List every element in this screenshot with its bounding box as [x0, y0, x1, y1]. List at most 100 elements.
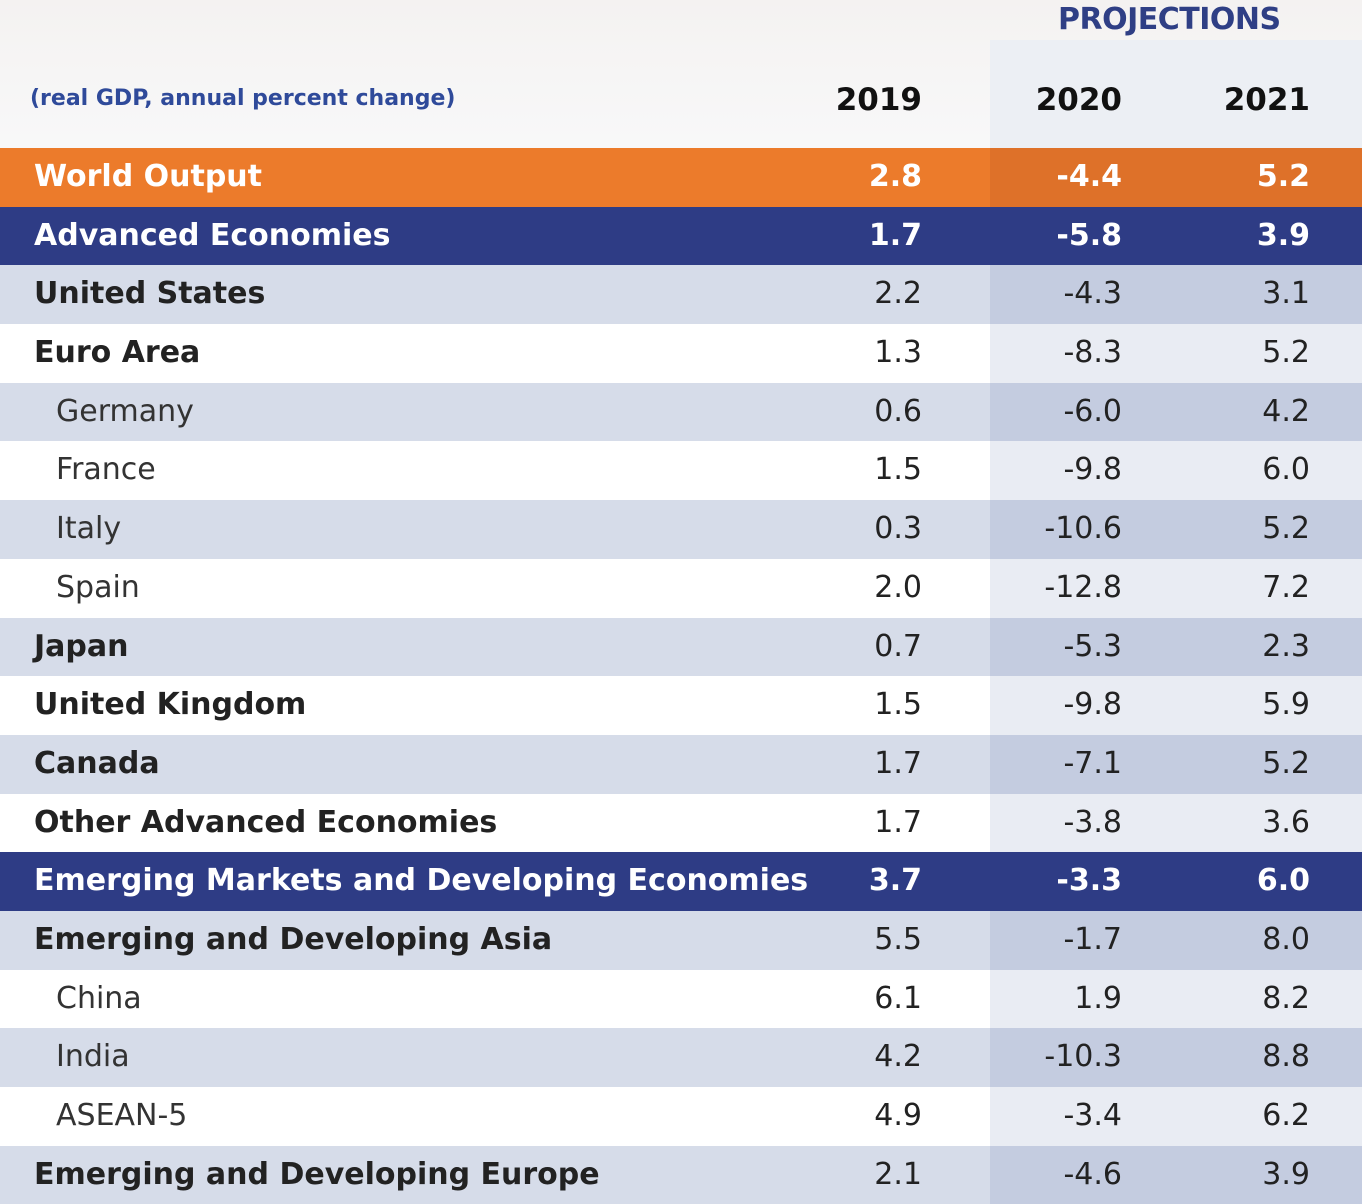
cell-value-2019: 1.7 — [874, 745, 922, 781]
projection-shade — [990, 1145, 1362, 1204]
cell-value-2021: 8.2 — [1262, 980, 1310, 1016]
cell-value-2019: 1.5 — [874, 452, 922, 488]
table-row: United Kingdom 1.5 -9.8 5.9 — [0, 676, 1362, 735]
cell-value-2019: 6.1 — [874, 980, 922, 1016]
row-label: Emerging and Developing Asia — [34, 921, 553, 957]
projection-shade — [990, 734, 1362, 794]
cell-value-2021: 5.2 — [1262, 745, 1310, 781]
cell-value-2021: 8.0 — [1262, 921, 1310, 957]
cell-value-2020: -7.1 — [1063, 745, 1122, 781]
cell-value-2020: -5.8 — [1056, 217, 1122, 253]
table-row: Emerging and Developing Asia 5.5 -1.7 8.0 — [0, 910, 1362, 970]
cell-value-2020: -5.3 — [1063, 628, 1122, 664]
cell-value-2019: 2.8 — [868, 159, 922, 194]
cell-value-2019: 1.7 — [868, 217, 922, 253]
cell-value-2020: -4.6 — [1063, 1156, 1122, 1192]
table-row: India 4.2 -10.3 8.8 — [0, 1028, 1362, 1087]
cell-value-2020: -8.3 — [1063, 335, 1122, 371]
unit-label: (real GDP, annual percent change) — [30, 86, 456, 111]
cell-value-2021: 3.9 — [1256, 217, 1310, 253]
projection-shade — [990, 265, 1362, 325]
cell-value-2020: 1.9 — [1074, 980, 1122, 1016]
cell-value-2019: 4.9 — [874, 1098, 922, 1133]
cell-value-2019: 0.6 — [874, 393, 922, 429]
cell-value-2021: 6.2 — [1262, 1098, 1310, 1133]
cell-value-2021: 3.1 — [1262, 276, 1310, 312]
cell-value-2020: -10.3 — [1044, 1039, 1122, 1075]
cell-value-2019: 1.3 — [874, 335, 922, 371]
projection-shade — [990, 1028, 1362, 1087]
projection-shade — [990, 558, 1362, 618]
row-label: Italy — [56, 511, 122, 547]
cell-value-2019: 2.2 — [874, 276, 922, 312]
cell-value-2019: 1.7 — [874, 804, 922, 840]
table-row: Emerging Markets and Developing Economie… — [0, 852, 1362, 911]
row-label: Germany — [56, 393, 194, 429]
row-label: Advanced Economies — [34, 217, 391, 253]
table-row: France 1.5 -9.8 6.0 — [0, 441, 1362, 501]
cell-value-2019: 5.5 — [874, 921, 922, 957]
projections-column-shade — [990, 40, 1362, 148]
projection-shade — [990, 324, 1362, 383]
cell-value-2021: 6.0 — [1256, 863, 1310, 899]
year-header-2019: 2019 — [835, 82, 922, 118]
cell-value-2020: -3.4 — [1063, 1098, 1122, 1133]
cell-value-2019: 1.5 — [874, 687, 922, 723]
table-row: Germany 0.6 -6.0 4.2 — [0, 382, 1362, 442]
projection-shade — [990, 910, 1362, 970]
table-row: United States 2.2 -4.3 3.1 — [0, 265, 1362, 325]
projection-shade — [990, 148, 1362, 207]
row-label: Emerging Markets and Developing Economie… — [34, 863, 809, 899]
projection-shade — [990, 676, 1362, 735]
cell-value-2019: 3.7 — [868, 863, 922, 899]
table-row: Japan 0.7 -5.3 2.3 — [0, 617, 1362, 677]
year-header-2020: 2020 — [1035, 82, 1122, 118]
projection-shade — [990, 206, 1362, 266]
cell-value-2021: 5.2 — [1262, 335, 1310, 371]
cell-value-2021: 3.9 — [1262, 1156, 1310, 1192]
projection-shade — [990, 1087, 1362, 1146]
cell-value-2019: 2.0 — [874, 569, 922, 605]
cell-value-2021: 5.2 — [1262, 511, 1310, 547]
projection-shade — [990, 382, 1362, 442]
row-label: Other Advanced Economies — [34, 804, 498, 840]
projection-shade — [990, 500, 1362, 559]
cell-value-2021: 8.8 — [1262, 1039, 1310, 1075]
cell-value-2021: 3.6 — [1262, 804, 1310, 840]
cell-value-2020: -9.8 — [1063, 687, 1122, 723]
projection-shade — [990, 617, 1362, 677]
table-row: Advanced Economies 1.7 -5.8 3.9 — [0, 206, 1362, 266]
cell-value-2021: 5.9 — [1262, 687, 1310, 723]
cell-value-2019: 0.7 — [874, 628, 922, 664]
table-row: Euro Area 1.3 -8.3 5.2 — [0, 324, 1362, 383]
cell-value-2021: 5.2 — [1256, 159, 1310, 194]
table-row: Italy 0.3 -10.6 5.2 — [0, 500, 1362, 559]
table-row: Spain 2.0 -12.8 7.2 — [0, 558, 1362, 618]
row-label: World Output — [34, 159, 263, 194]
cell-value-2020: -4.4 — [1056, 159, 1122, 194]
projection-shade — [990, 793, 1362, 853]
cell-value-2020: -6.0 — [1063, 393, 1122, 429]
table-row: Emerging and Developing Europe 2.1 -4.6 3.9 — [0, 1145, 1362, 1204]
table-row: Canada 1.7 -7.1 5.2 — [0, 734, 1362, 794]
row-label: Japan — [34, 628, 129, 664]
row-label: Spain — [56, 569, 140, 605]
row-label: France — [56, 452, 156, 488]
row-label: United Kingdom — [34, 687, 307, 723]
table-row: World Output 2.8 -4.4 5.2 — [0, 148, 1362, 207]
row-label: ASEAN-5 — [56, 1098, 188, 1133]
table-row: ASEAN-5 4.9 -3.4 6.2 — [0, 1087, 1362, 1146]
projection-shade — [990, 969, 1362, 1029]
cell-value-2020: -3.3 — [1056, 863, 1122, 899]
row-label: India — [56, 1039, 130, 1075]
row-label: United States — [34, 276, 266, 312]
cell-value-2019: 0.3 — [874, 511, 922, 547]
cell-value-2021: 6.0 — [1262, 452, 1310, 488]
cell-value-2021: 4.2 — [1262, 393, 1310, 429]
table-body: World Output 2.8 -4.4 5.2 Advanced Economies… — [0, 148, 1362, 1204]
cell-value-2020: -9.8 — [1063, 452, 1122, 488]
cell-value-2020: -4.3 — [1063, 276, 1122, 312]
row-label: China — [56, 980, 142, 1016]
cell-value-2020: -12.8 — [1044, 569, 1122, 605]
row-label: Euro Area — [34, 335, 201, 371]
